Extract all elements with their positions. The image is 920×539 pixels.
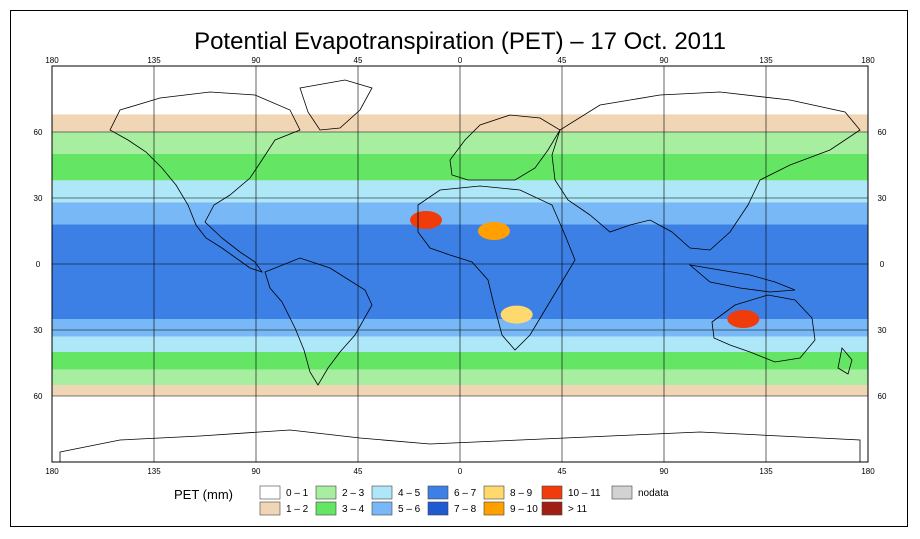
bottom-lon-tick-0: 180 [45, 467, 59, 476]
top-lon-tick-3: 45 [354, 56, 363, 65]
legend-label-4: 4 – 5 [398, 488, 421, 499]
legend-label-5: 5 – 6 [398, 504, 421, 515]
africa-outline [417, 185, 576, 351]
legend-swatch-9 [483, 501, 505, 516]
map-border [51, 65, 869, 463]
left-lat-tick-1: 30 [34, 194, 43, 203]
hotspot-2 [500, 305, 533, 324]
legend-label-1: 1 – 2 [286, 504, 309, 515]
top-lon-tick-0: 180 [45, 56, 59, 65]
legend-label-11: > 11 [568, 504, 587, 515]
legend-label-8: 8 – 9 [510, 488, 533, 499]
right-lat-tick-3: 30 [878, 326, 887, 335]
bottom-lon-tick-6: 90 [660, 467, 669, 476]
legend-swatch-11 [541, 501, 563, 516]
legend-label-2: 2 – 3 [342, 488, 365, 499]
legend-label-12: nodata [638, 488, 669, 499]
top-lon-tick-5: 45 [558, 56, 567, 65]
greenland-outline [299, 79, 373, 131]
left-lat-tick-3: 30 [34, 326, 43, 335]
bottom-lon-tick-8: 180 [861, 467, 875, 476]
legend-label-10: 10 – 11 [568, 488, 601, 499]
coastlines-layer [59, 79, 861, 463]
hotspot-3 [727, 310, 760, 328]
bottom-lon-tick-3: 45 [354, 467, 363, 476]
legend-label-3: 3 – 4 [342, 504, 365, 515]
legend-swatch-1 [259, 501, 281, 516]
legend-swatch-2 [315, 485, 337, 500]
map-title: Potential Evapotranspiration (PET) – 17 … [194, 28, 726, 55]
legend-swatch-6 [427, 485, 449, 500]
north-america-outline [109, 91, 301, 273]
legend-swatch-12 [611, 485, 633, 500]
legend-swatch-7 [427, 501, 449, 516]
right-lat-tick-0: 60 [878, 128, 887, 137]
new-zealand-outline [837, 347, 853, 375]
bottom-lon-tick-7: 135 [759, 467, 773, 476]
right-lat-tick-4: 60 [878, 392, 887, 401]
legend-label-6: 6 – 7 [454, 488, 477, 499]
indonesia-outline [688, 264, 796, 293]
right-lat-tick-1: 30 [878, 194, 887, 203]
top-lon-tick-8: 180 [861, 56, 875, 65]
asia-outline [551, 91, 861, 251]
top-lon-tick-7: 135 [759, 56, 773, 65]
legend-swatch-5 [371, 501, 393, 516]
bottom-lon-tick-1: 135 [147, 467, 161, 476]
legend-label-9: 9 – 10 [510, 504, 538, 515]
top-lon-tick-6: 90 [660, 56, 669, 65]
legend-title: PET (mm) [174, 487, 233, 502]
hotspot-1 [478, 222, 510, 240]
hotspot-0 [410, 211, 442, 229]
legend: PET (mm) 0 – 1 1 – 2 2 – 3 3 – 4 4 – 5 5 – 6 6… [174, 485, 669, 516]
legend-swatch-4 [371, 485, 393, 500]
south-america-outline [264, 257, 373, 386]
bottom-lon-tick-2: 90 [252, 467, 261, 476]
left-lat-tick-0: 60 [34, 128, 43, 137]
top-lon-tick-1: 135 [147, 56, 161, 65]
graticule-layer [52, 66, 868, 462]
legend-items: 0 – 1 1 – 2 2 – 3 3 – 4 4 – 5 5 – 6 6 – 7 7 – 8… [259, 485, 669, 516]
europe-outline [449, 114, 561, 181]
bottom-lon-tick-5: 45 [558, 467, 567, 476]
top-lon-tick-2: 90 [252, 56, 261, 65]
australia-outline [711, 294, 816, 363]
left-lat-tick-2: 0 [36, 260, 41, 269]
axis-ticks-layer: 180 135 90 45 0 45 90 135 180 180 135 90 45 0 45 90 135 1… [34, 56, 887, 476]
legend-label-7: 7 – 8 [454, 504, 477, 515]
legend-swatch-8 [483, 485, 505, 500]
legend-swatch-0 [259, 485, 281, 500]
left-lat-tick-4: 60 [34, 392, 43, 401]
bottom-lon-tick-4: 0 [458, 467, 463, 476]
legend-label-0: 0 – 1 [286, 488, 309, 499]
right-lat-tick-2: 0 [880, 260, 885, 269]
top-lon-tick-4: 0 [458, 56, 463, 65]
legend-swatch-10 [541, 485, 563, 500]
legend-swatch-3 [315, 501, 337, 516]
antarctica-outline [59, 429, 861, 463]
